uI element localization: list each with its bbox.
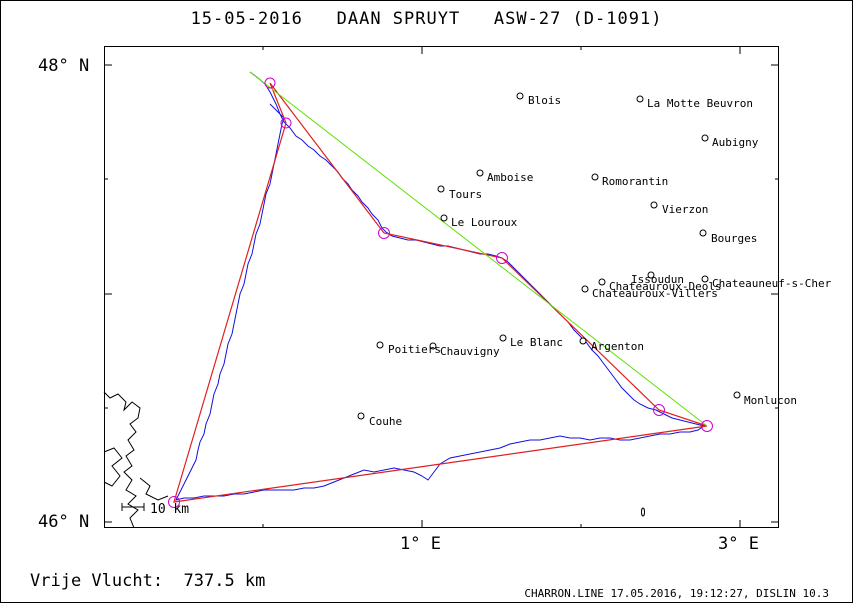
turnpoint-marker (496, 252, 508, 264)
city-label-issoudun: Issoudun (631, 273, 684, 286)
flight-title: 15-05-2016 DAAN SPRUYT ASW-27 (D-1091) (190, 9, 663, 29)
lat-label-bottom: 46° N (38, 512, 90, 532)
scale-bar: 10 km (121, 502, 189, 517)
city-label-aubigny: Aubigny (712, 136, 759, 149)
turnpoint-marker (701, 420, 713, 432)
turnpoint-marker (280, 117, 292, 129)
city-label-monlucon: Monlucon (744, 394, 797, 407)
city-label-romorantin: Romorantin (602, 175, 668, 188)
lon-label-right: 3° E (718, 534, 759, 554)
closing-leg (249, 71, 708, 427)
turnpoint-marker (264, 77, 276, 89)
city-label-poitiers: Poitiers (388, 343, 441, 356)
city-label-chauvigny: Chauvigny (440, 345, 500, 358)
city-label-blois: Blois (528, 94, 561, 107)
turnpoints (168, 77, 713, 508)
file-info: CHARRON.LINE 17.05.2016, 19:12:27, DISLI… (524, 587, 829, 600)
lat-label-top: 48° N (38, 56, 90, 76)
turnpoint-marker (378, 227, 390, 239)
city-label-chateauroux-deols: Chateauroux-Deols (609, 280, 722, 293)
free-flight-distance: Vrije Vlucht: 737.5 km (30, 571, 266, 591)
city-label-vierzon: Vierzon (662, 203, 708, 216)
city-label-le-blanc: Le Blanc (510, 336, 563, 349)
city-label-argenton: Argenton (591, 340, 644, 353)
axis-ticks (104, 46, 779, 528)
lon-label-left: 1° E (400, 534, 441, 554)
city-label-amboise: Amboise (487, 171, 533, 184)
city-labels: Blois La Motte Beuvron Aubigny Amboise R… (369, 94, 832, 428)
city-label-bourges: Bourges (711, 232, 757, 245)
turnpoint-marker (653, 404, 665, 416)
city-label-chateauroux-villers: Chateauroux-Villers (592, 287, 718, 300)
city-label-chateauneuf: Chateauneuf-s-Cher (712, 277, 832, 290)
turnpoint-marker (168, 496, 180, 508)
gps-track (175, 71, 706, 501)
city-label-le-louroux: Le Louroux (451, 216, 518, 229)
city-label-couhe: Couhe (369, 415, 402, 428)
small-marker-icon (641, 507, 645, 517)
city-label-tours: Tours (449, 188, 482, 201)
city-markers (357, 92, 741, 420)
city-label-la-motte-beuvron: La Motte Beuvron (647, 97, 753, 110)
coastline (103, 391, 169, 529)
map-plot-area[interactable] (104, 46, 779, 528)
scale-bar-label: 10 km (150, 502, 189, 517)
task-route (173, 82, 708, 503)
